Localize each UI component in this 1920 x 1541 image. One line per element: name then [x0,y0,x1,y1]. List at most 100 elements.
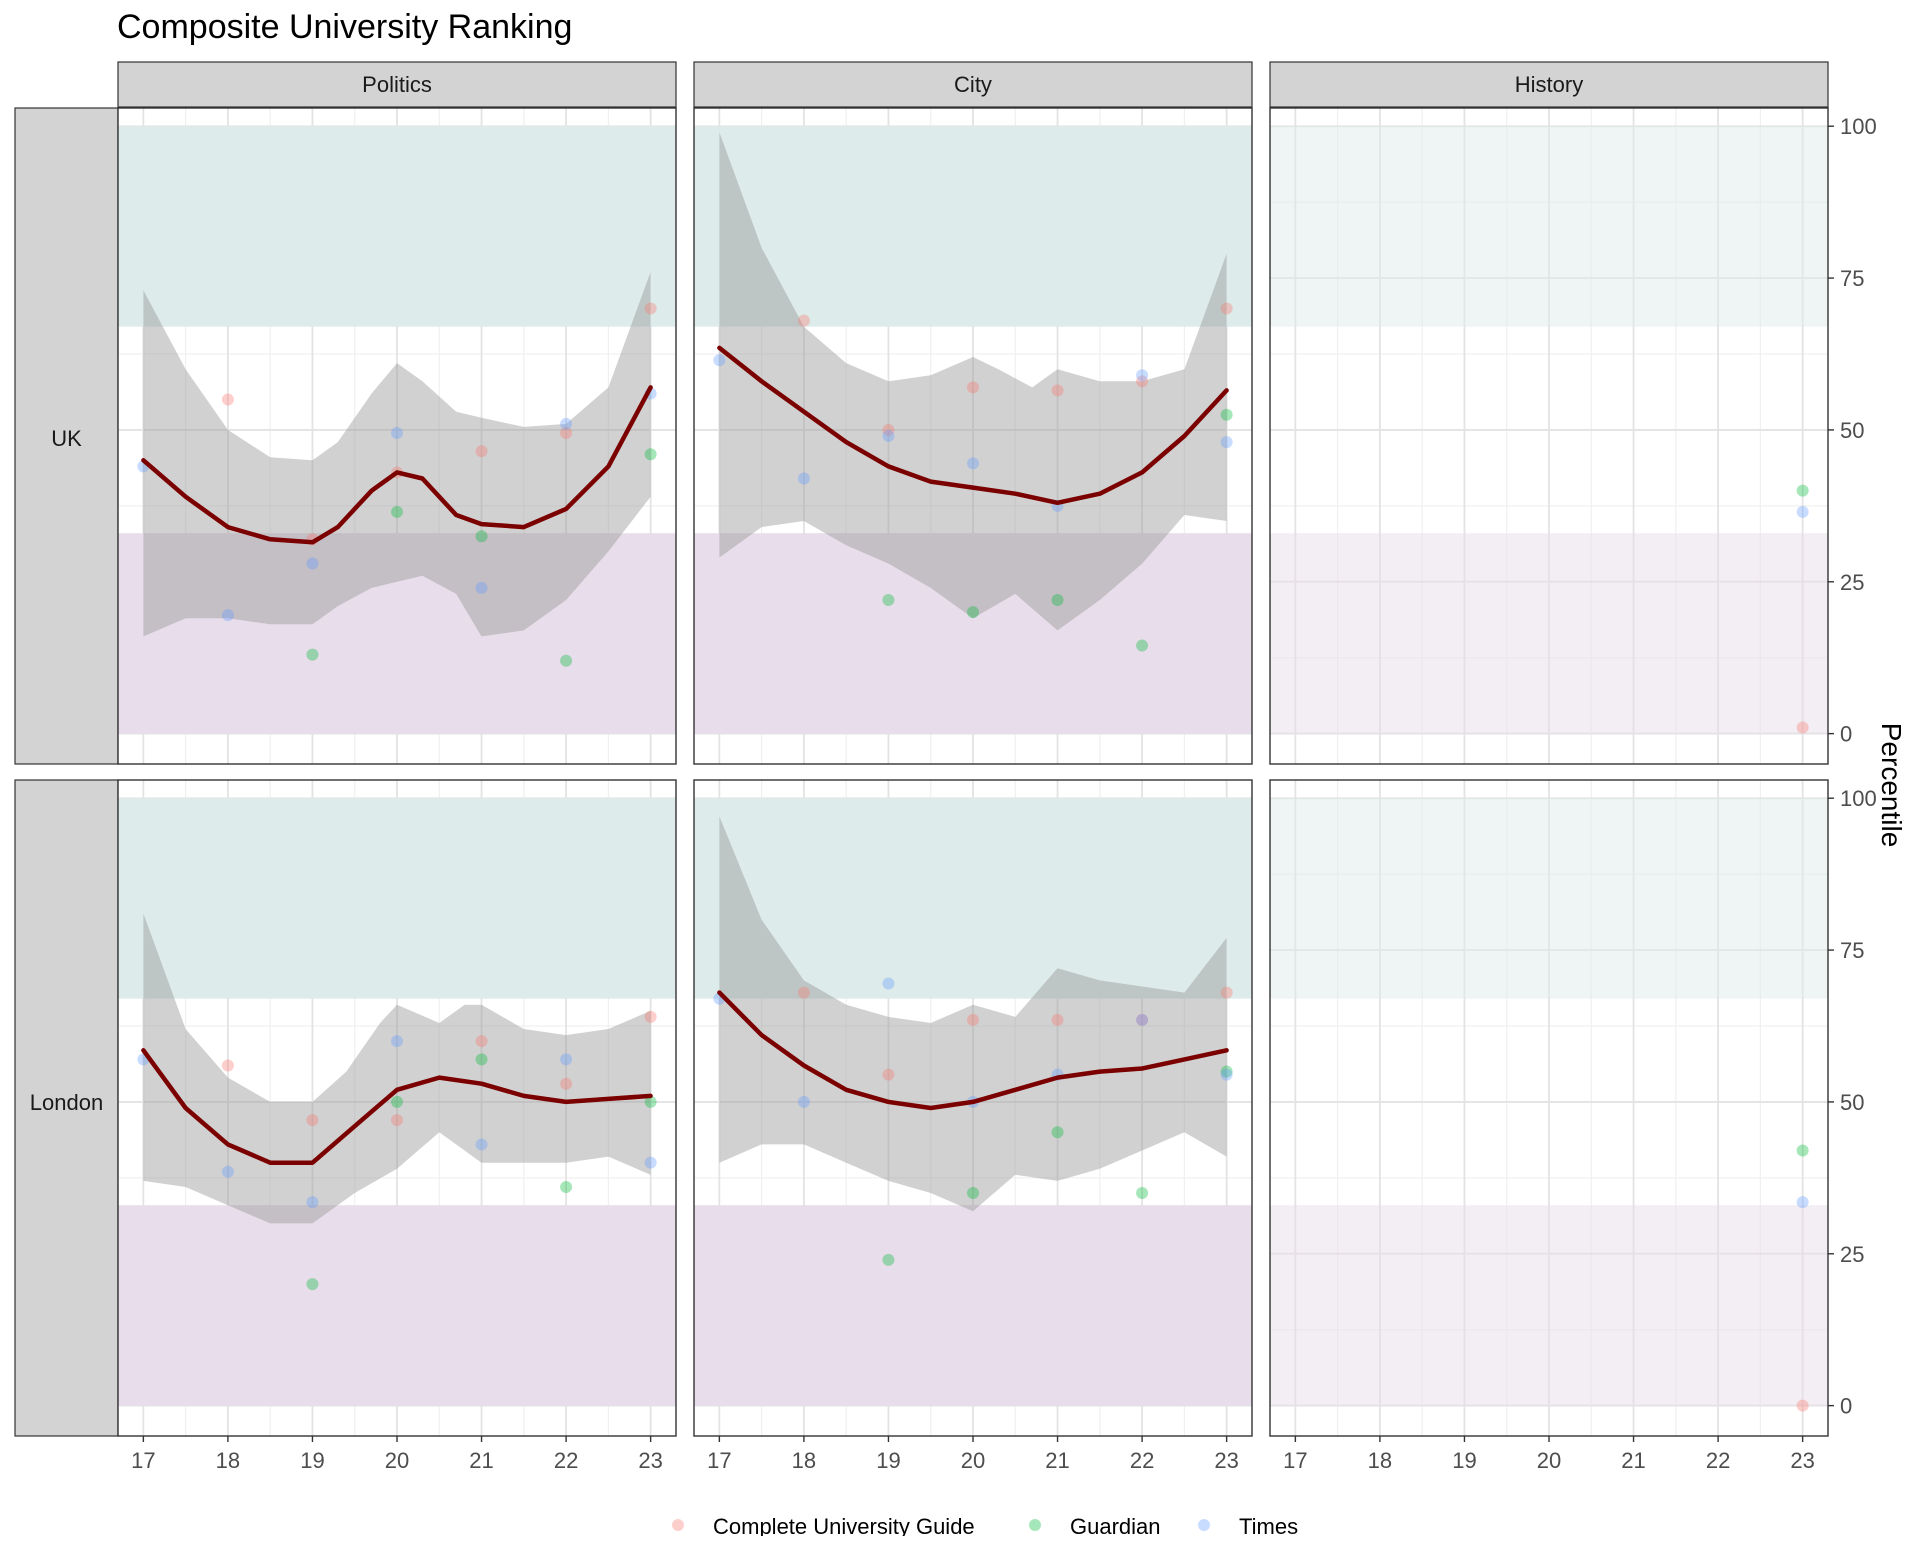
x-tick-label: 19 [1452,1448,1476,1473]
panel-border [1269,107,1829,765]
point-complete-university-guide [644,302,657,315]
legend-marker [1029,1519,1041,1531]
x-tick-label: 17 [131,1448,155,1473]
column-strip-city: City [693,61,1253,108]
point-complete-university-guide [797,986,810,999]
bottom-band [118,533,676,734]
top-band [1270,798,1828,999]
bottom-band [1270,1205,1828,1406]
legend-label: Guardian [1070,1514,1161,1536]
y-axis-label: Percentile [1876,723,1907,848]
point-guardian [1051,1126,1064,1139]
point-times [1136,1013,1149,1026]
point-guardian [967,1187,979,1200]
point-guardian [1051,594,1064,606]
point-guardian [1136,639,1149,652]
y-tick-label: 50 [1840,418,1864,443]
point-times [882,430,895,442]
row-strip-london: London [14,779,119,1437]
point-complete-university-guide [1051,1013,1064,1026]
point-complete-university-guide [391,1114,403,1127]
point-complete-university-guide [1220,986,1233,999]
confidence-ribbon [143,913,651,1224]
column-strip-history: History [1269,61,1829,108]
point-complete-university-guide [797,314,810,327]
x-tick-label: 20 [385,1448,409,1473]
point-times [713,354,726,367]
row-strip-label: London [30,1090,103,1115]
x-tick-label: 22 [554,1448,578,1473]
legend: Complete University Guide Guardian Times [672,1514,1298,1539]
legend-item-guardian: Guardian [1029,1514,1161,1539]
point-times [1136,369,1149,382]
column-strip-label: City [954,72,992,97]
confidence-ribbon [719,132,1227,631]
point-guardian [475,1053,488,1066]
point-guardian [560,654,573,667]
point-complete-university-guide [475,1035,488,1048]
panel-uk-history: 0 25 50 75 100 [1269,107,1877,765]
bottom-band [118,1205,676,1406]
y-tick-label: 100 [1840,114,1877,139]
point-complete-university-guide [1136,375,1149,388]
legend-marker [1198,1519,1210,1531]
legend-marker [672,1519,684,1531]
legend-label: Complete University Guide [713,1514,975,1536]
panel-uk-city [693,107,1253,765]
smooth-line [141,1048,653,1165]
column-strip-bg [1269,61,1829,108]
point-guardian [306,1278,319,1291]
point-times [475,581,488,594]
point-guardian [391,1095,403,1108]
point-complete-university-guide [967,1013,979,1026]
x-tick-label: 23 [1214,1448,1238,1473]
confidence-ribbon [719,816,1227,1212]
column-strip-politics: Politics [117,61,677,108]
point-times [306,1196,319,1209]
x-tick-label: 19 [300,1448,324,1473]
x-tick-label: 21 [1045,1448,1069,1473]
y-tick-label: 100 [1840,786,1877,811]
point-guardian [644,1095,657,1108]
point-complete-university-guide [1136,1013,1149,1026]
panel-london-politics: 17 18 19 20 21 22 23 [117,779,677,1473]
y-tick-label: 25 [1840,570,1864,595]
point-complete-university-guide [882,423,895,436]
smooth-line [141,385,653,545]
top-band [1270,126,1828,327]
top-band [694,126,1252,327]
point-complete-university-guide [221,1059,234,1072]
legend-item-times: Times [1198,1514,1298,1539]
point-times [391,426,403,439]
point-times [797,472,810,485]
x-tick-label: 23 [638,1448,662,1473]
x-tick-label: 21 [469,1448,493,1473]
legend-item-complete-university-guide: Complete University Guide [672,1514,975,1539]
point-complete-university-guide [1051,384,1064,397]
point-times [1220,1068,1233,1081]
column-strip-bg [117,61,677,108]
point-guardian [391,505,403,518]
point-complete-university-guide [221,393,234,406]
x-tick-label: 22 [1706,1448,1730,1473]
point-complete-university-guide [967,381,979,394]
y-tick-label: 0 [1840,722,1852,747]
panel-london-history: 17 18 19 20 21 22 23 0 25 50 75 100 [1269,779,1877,1473]
point-guardian [1796,1144,1809,1157]
point-times [475,1138,488,1151]
point-complete-university-guide [882,1068,895,1081]
column-strip-bg [693,61,1253,108]
point-times [391,1035,403,1048]
x-tick-label: 20 [961,1448,985,1473]
x-tick-label: 18 [792,1448,816,1473]
point-complete-university-guide [475,445,488,458]
y-tick-label: 75 [1840,938,1864,963]
point-guardian [967,606,979,619]
point-times [797,1095,810,1108]
point-times [560,417,573,430]
point-complete-university-guide [306,1114,319,1127]
point-times [644,1156,657,1169]
